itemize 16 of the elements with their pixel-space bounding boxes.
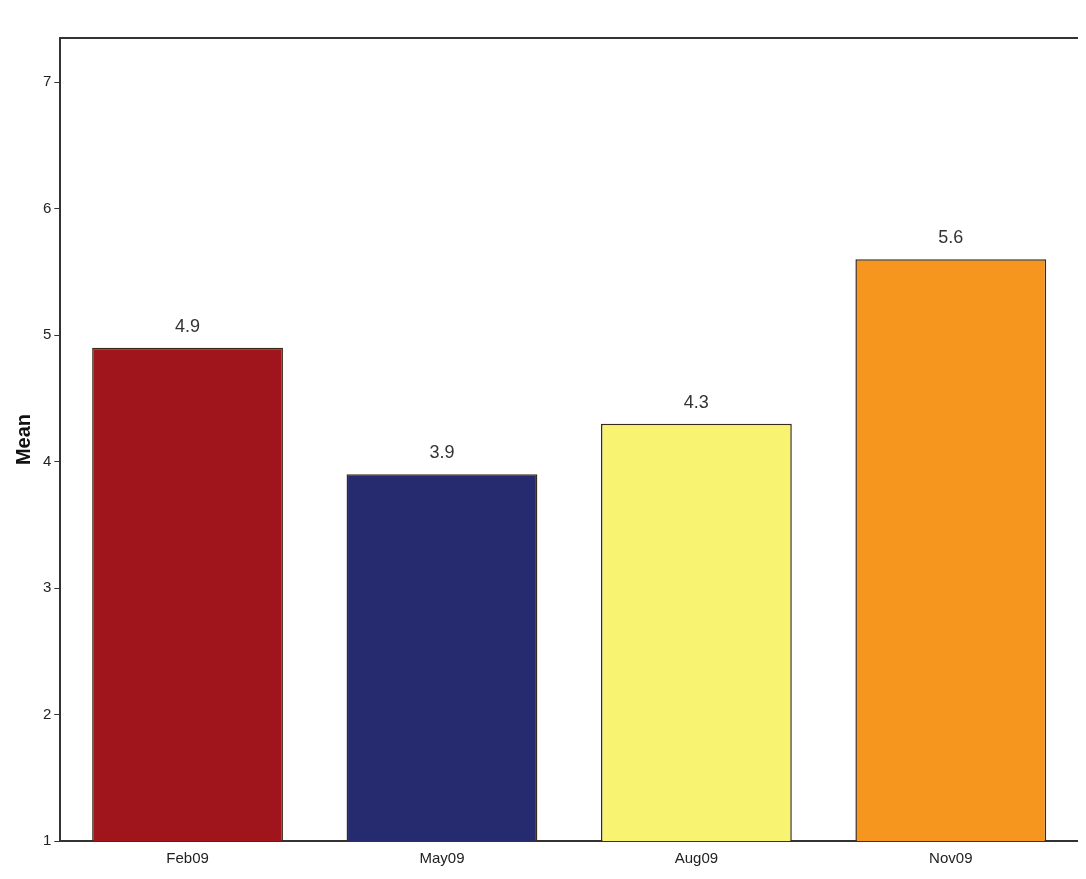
data-label: 3.9 (429, 442, 455, 463)
data-label: 5.6 (938, 227, 964, 248)
x-tick-label: Aug09 (674, 849, 719, 867)
y-tick-label: 7 (43, 72, 52, 90)
y-tick-label: 2 (43, 704, 52, 722)
y-tick-label: 4 (43, 451, 52, 469)
x-tick-label: Nov09 (929, 849, 973, 867)
data-label: 4.9 (175, 315, 201, 336)
x-tick-label: May09 (419, 849, 465, 867)
y-axis-title: Mean (11, 413, 34, 466)
y-tick-label: 1 (43, 831, 52, 849)
x-tick-label: Feb09 (166, 849, 209, 867)
y-tick-label: 5 (43, 325, 52, 343)
y-tick-label: 3 (43, 578, 52, 596)
data-label: 4.3 (683, 391, 709, 412)
y-tick-label: 6 (43, 198, 52, 216)
